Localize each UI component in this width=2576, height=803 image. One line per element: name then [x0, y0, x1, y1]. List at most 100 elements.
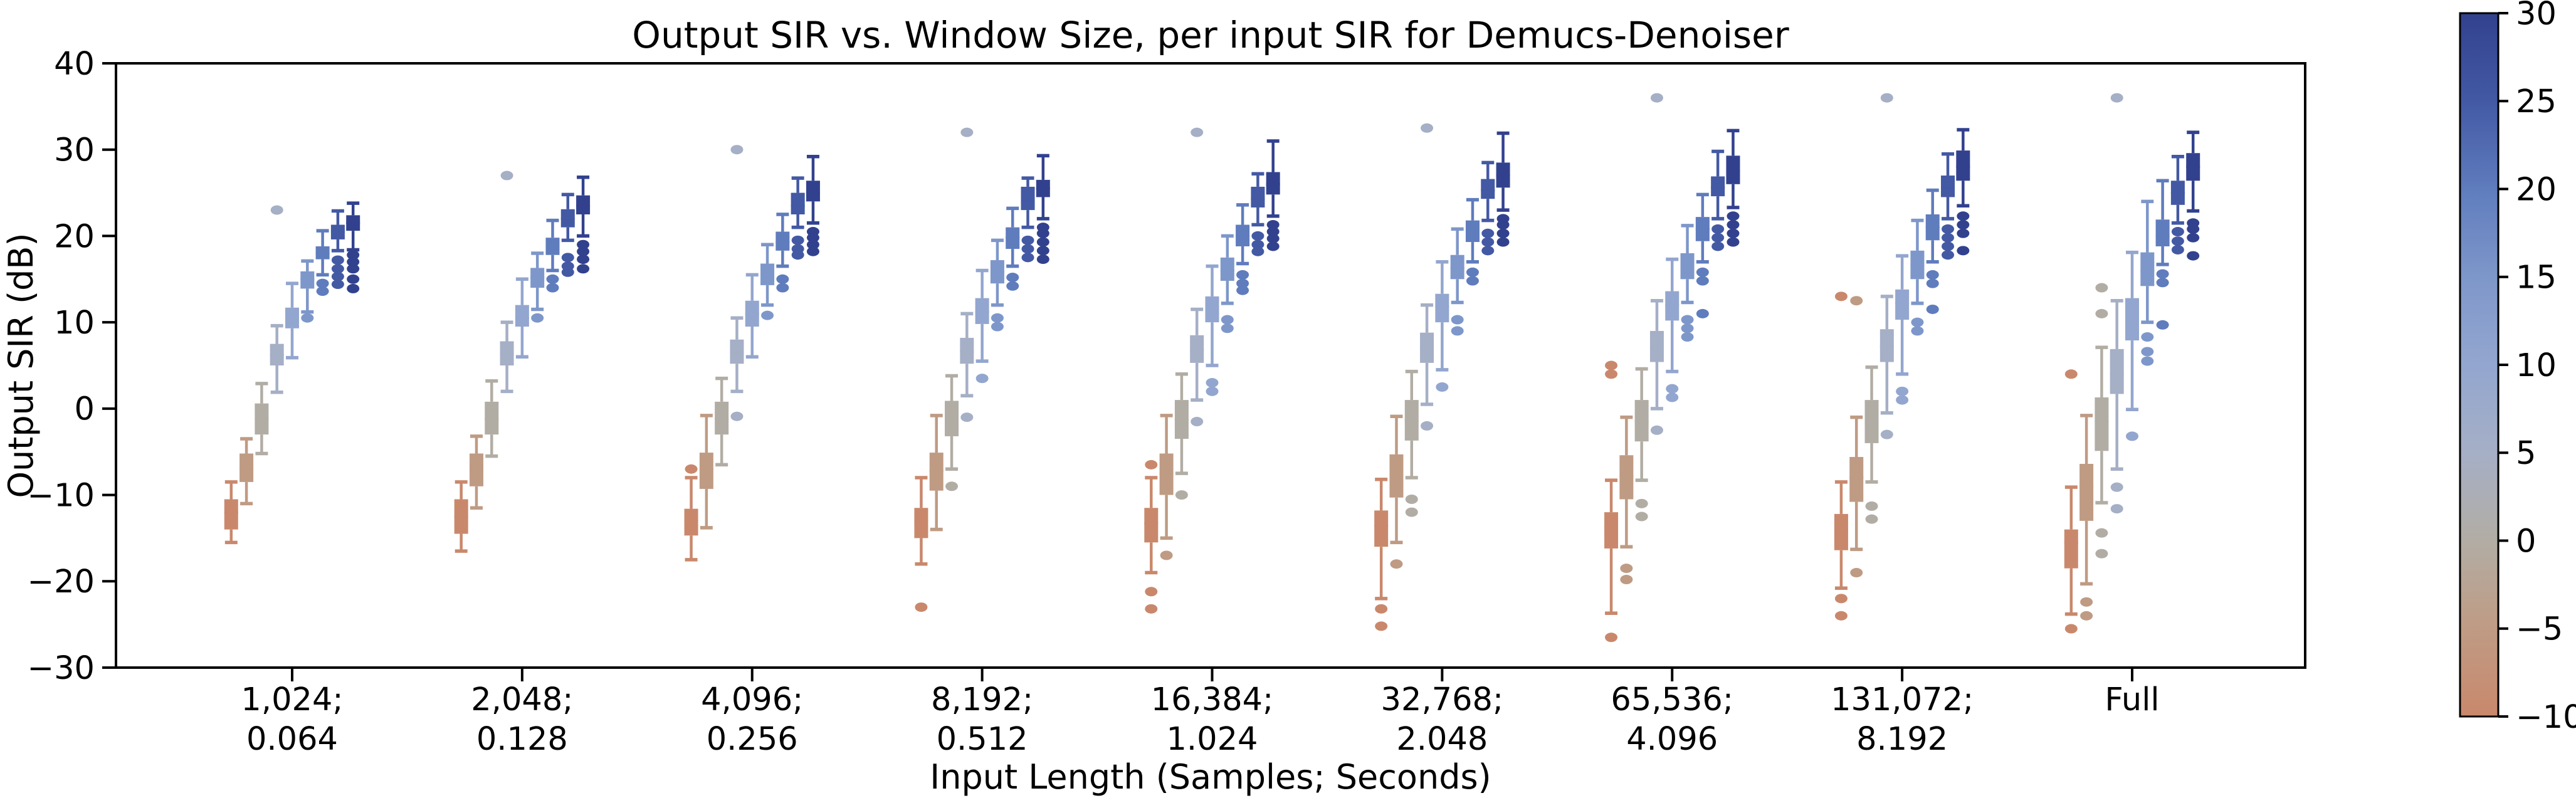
colorbar-tick-label: −10 [2516, 699, 2576, 736]
outlier-dot [270, 205, 283, 215]
x-tick-label-line1: 131,072; [1831, 681, 1974, 718]
outlier-dot [776, 274, 789, 284]
box-1-024-0-064-sir15 [300, 259, 315, 323]
box-4-096-0-256-sir10 [745, 273, 759, 359]
box-1-024-0-064-sir20 [315, 229, 330, 297]
outlier-dot [1834, 611, 1848, 621]
outlier-dot [546, 283, 559, 293]
outlier-dot [1681, 332, 1694, 342]
box-32-768-2-048-sir15 [1450, 227, 1464, 336]
x-tick-label-line2: 1.024 [1166, 721, 1258, 758]
box-Full-sir20 [2155, 179, 2170, 330]
outlier-dot [347, 283, 360, 293]
box-1-024-0-064-sir-10 [224, 480, 238, 545]
outlier-dot [1021, 235, 1034, 245]
y-tick-label: −20 [27, 564, 95, 601]
outlier-dot [776, 283, 789, 293]
outlier-dot [1036, 255, 1049, 265]
outlier-dot [2141, 347, 2154, 357]
colorbar-tick-label: 5 [2516, 435, 2536, 472]
outlier-dot [1145, 459, 1158, 470]
x-tick-label-line2: 8.192 [1856, 721, 1948, 758]
y-tick-label: 0 [75, 391, 95, 428]
colorbar-tick-label: 0 [2516, 523, 2536, 560]
box-16-384-1-024-sir25 [1251, 172, 1265, 256]
outlier-dot [1496, 237, 1510, 247]
colorbar-tick-label: 10 [2516, 347, 2557, 384]
box-32-768-2-048-sir10 [1435, 260, 1449, 392]
colorbar-tick-label: 20 [2516, 171, 2557, 208]
outlier-dot [991, 322, 1004, 332]
outlier-dot [1405, 494, 1418, 504]
outlier-dot [1236, 285, 1249, 295]
outlier-dot [1266, 241, 1280, 251]
box-1-024-0-064-sir-5 [239, 437, 254, 506]
outlier-dot [1635, 498, 1648, 508]
outlier-dot [2095, 308, 2108, 318]
outlier-dot [2126, 431, 2138, 441]
box-8-192-0-512-sir30 [1036, 154, 1050, 265]
outlier-dot [806, 246, 819, 256]
outlier-dot [331, 271, 344, 281]
outlier-dot [2110, 93, 2123, 103]
outlier-dot [975, 374, 989, 384]
outlier-dot [1926, 270, 1939, 280]
outlier-dot [1942, 224, 1955, 234]
outlier-dot [1926, 278, 1939, 288]
box-4-096-0-256-sir30 [806, 154, 820, 256]
box-2-048-0-128-sir15 [530, 251, 545, 323]
outlier-dot [1160, 550, 1173, 560]
outlier-dot [1681, 323, 1694, 333]
outlier-dot [1957, 220, 1970, 230]
outlier-dot [1926, 304, 1939, 314]
box-131-072-8-192-sir5 [1879, 93, 1894, 439]
box-2-048-0-128-sir0 [485, 379, 499, 458]
outlier-dot [347, 257, 360, 267]
x-tick-label-line2: 0.128 [476, 721, 568, 758]
box-8-192-0-512-sir25 [1021, 176, 1035, 263]
outlier-dot [1206, 386, 1219, 396]
outlier-dot [1727, 211, 1740, 221]
box-2-048-0-128-sir20 [545, 218, 560, 293]
y-tick-label: −30 [27, 650, 95, 687]
outlier-dot [1006, 273, 1019, 283]
outlier-dot [2080, 597, 2093, 607]
outlier-dot [1021, 253, 1034, 263]
outlier-dot [730, 411, 744, 421]
outlier-dot [2141, 332, 2154, 342]
outlier-dot [1605, 360, 1618, 370]
outlier-dot [500, 171, 513, 181]
outlier-dot [685, 464, 698, 474]
outlier-dot [1236, 278, 1249, 288]
box-8-192-0-512-sir0 [945, 374, 959, 491]
box-Full-sir-5 [2079, 414, 2094, 621]
outlier-dot [1421, 123, 1434, 133]
outlier-dot [1481, 246, 1495, 256]
outlier-dot [2110, 504, 2123, 514]
outlier-dot [577, 264, 590, 274]
outlier-dot [1711, 241, 1725, 251]
box-65-536-4-096-sir30 [1726, 129, 1740, 247]
box-Full-sir30 [2186, 130, 2200, 261]
y-axis-label: Output SIR (dB) [1, 233, 41, 498]
outlier-dot [1421, 421, 1434, 431]
box-131-072-8-192-sir30 [1956, 128, 1970, 256]
box-131-072-8-192-sir20 [1925, 188, 1940, 314]
box-4-096-0-256-sir-10 [684, 464, 698, 562]
box-4-096-0-256-sir20 [775, 213, 790, 293]
box-2-048-0-128-sir-10 [454, 480, 468, 553]
outlier-dot [1957, 246, 1970, 256]
x-tick-label-line1: 32,768; [1381, 681, 1504, 718]
outlier-dot [1251, 239, 1264, 249]
outlier-dot [301, 313, 314, 323]
outlier-dot [1221, 315, 1234, 325]
outlier-dot [2064, 369, 2078, 379]
outlier-dot [316, 286, 329, 297]
outlier-dot [1666, 392, 1679, 402]
x-tick-label-line1: 8,192; [931, 681, 1033, 718]
outlier-dot [1145, 604, 1158, 614]
outlier-dot [1696, 308, 1709, 318]
outlier-dot [1375, 604, 1388, 614]
outlier-dot [761, 310, 774, 320]
